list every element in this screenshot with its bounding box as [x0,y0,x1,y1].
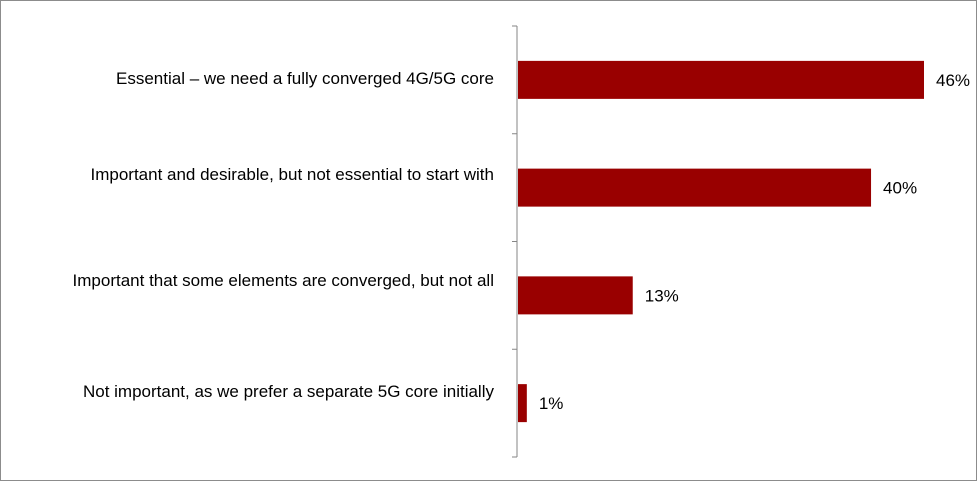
bar [518,276,633,315]
category-label: Important and desirable, but not essenti… [90,165,494,184]
bar [518,60,924,99]
bar-value-label: 46% [936,71,970,90]
bar-value-label: 40% [883,179,917,198]
bar-value-label: 13% [645,286,679,305]
category-label: Not important, as we prefer a separate 5… [82,382,494,401]
bar [518,384,527,423]
bar-value-label: 1% [539,394,564,413]
category-label: Essential – we need a fully converged 4G… [116,69,494,88]
category-label: Important that some elements are converg… [72,271,494,290]
bar [518,168,872,207]
